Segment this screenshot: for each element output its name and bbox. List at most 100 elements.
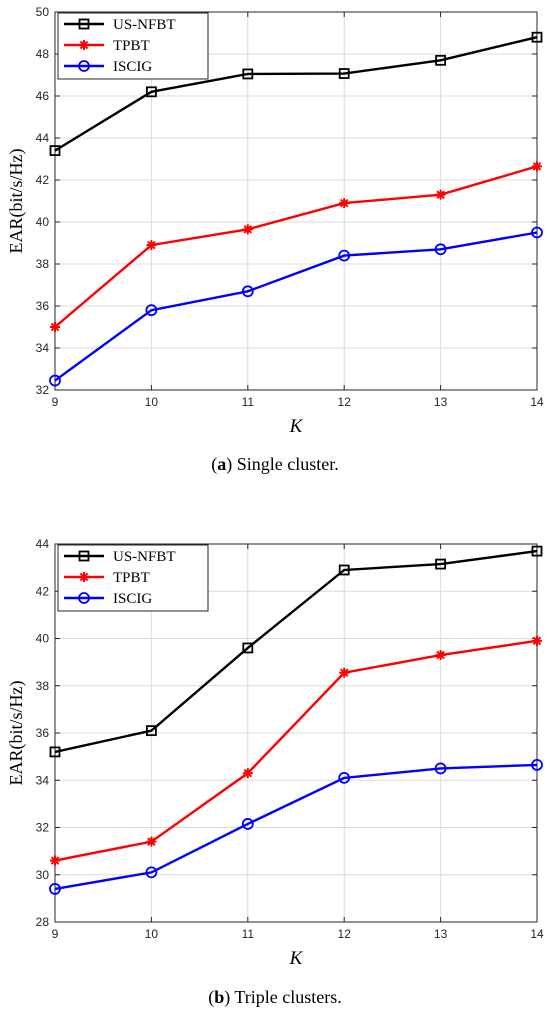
chart-a-data-point xyxy=(339,198,350,209)
chart-b-data-point xyxy=(435,650,446,661)
caption-letter: b xyxy=(214,987,224,1007)
chart-a-legend-marker xyxy=(78,60,90,72)
chart-a-data-point xyxy=(49,374,61,387)
chart-a-data-point xyxy=(435,189,446,200)
chart-b-ytick-label: 36 xyxy=(36,726,50,740)
caption-paren-open: ( xyxy=(208,987,214,1008)
chart-b-legend-marker xyxy=(78,592,90,604)
chart-a-data-point xyxy=(146,240,157,251)
chart-b-data-point xyxy=(145,866,158,879)
chart-panel-b: 9 10 11 12 13 14 28 30 32 34 36 38 40 42 44 K EAR(bit/s/… xyxy=(6,537,544,1008)
chart-b-data-point xyxy=(435,558,447,570)
chart-a-y-axis-label: EAR(bit/s/Hz) xyxy=(6,149,27,254)
chart-a-ytick-label: 38 xyxy=(36,257,50,271)
chart-a-plot-frame xyxy=(54,11,538,391)
chart-a-legend-label: US-NFBT xyxy=(113,17,176,33)
chart-b-legend-marker xyxy=(79,572,89,582)
chart-b-ytick-label: 34 xyxy=(36,773,50,787)
chart-a-ytick-label: 44 xyxy=(36,131,50,145)
chart-b-data-point xyxy=(339,667,350,678)
chart-b-ytick-label: 40 xyxy=(36,632,50,646)
chart-a-data-point xyxy=(338,68,350,79)
chart-b-xtick-label: 14 xyxy=(530,927,544,941)
chart-a-xtick-label: 9 xyxy=(52,395,59,409)
chart-a-data-point xyxy=(145,304,158,317)
chart-b-data-point xyxy=(241,818,254,830)
chart-b-legend-label: ISCIG xyxy=(113,591,152,607)
chart-a-series-iscig xyxy=(49,226,543,387)
caption-text: Triple clusters. xyxy=(234,987,341,1007)
chart-a-series-line xyxy=(54,36,538,152)
chart-b-series-tpbt xyxy=(50,635,542,866)
chart-b-legend-label: US-NFBT xyxy=(113,549,176,565)
chart-b-series-line xyxy=(54,763,538,891)
caption-paren-close: ) xyxy=(224,987,234,1008)
chart-a-xtick-label: 11 xyxy=(242,395,255,409)
chart-b-ytick-label: 42 xyxy=(36,584,50,598)
chart-a-legend-label: ISCIG xyxy=(113,59,152,75)
chart-a-xtick-label: 14 xyxy=(530,395,544,409)
chart-b-data-point xyxy=(50,855,60,866)
chart-a-data-point xyxy=(242,224,253,235)
caption-paren-close: ) xyxy=(226,454,237,475)
chart-a-caption: (a) Single cluster. xyxy=(211,454,339,475)
chart-b-data-point xyxy=(242,642,254,654)
chart-b-x-axis-label: K xyxy=(289,948,304,969)
chart-b-legend-marker xyxy=(78,550,90,562)
chart-a-data-point xyxy=(531,226,543,239)
caption-letter: a xyxy=(217,454,226,474)
chart-panel-a: 9 10 11 12 13 14 32 34 36 38 40 42 44 46 48 50 K EAR(bit/… xyxy=(6,5,544,475)
chart-a-data-point xyxy=(241,285,254,298)
chart-b-data-point xyxy=(532,635,542,646)
chart-b-plot-frame xyxy=(54,543,538,923)
chart-b-series-iscig xyxy=(49,758,543,895)
chart-a-data-point xyxy=(50,322,60,332)
chart-a-legend: US-NFBT TPBT ISCIG xyxy=(57,12,209,80)
chart-b-ytick-label: 44 xyxy=(36,537,50,551)
chart-b-ytick-label: 38 xyxy=(36,679,50,693)
chart-b-xtick-label: 9 xyxy=(52,927,59,941)
chart-a-series-us-nfbt xyxy=(49,31,543,157)
chart-b-xtick-label: 12 xyxy=(338,927,352,941)
chart-b-ytick-label: 30 xyxy=(36,868,50,882)
chart-a-x-axis-label: K xyxy=(289,416,304,437)
chart-a-data-point xyxy=(338,249,351,262)
chart-a-xtick-label: 12 xyxy=(338,395,352,409)
chart-b-data-point xyxy=(146,836,157,847)
chart-b-xtick-label: 13 xyxy=(434,927,448,941)
caption-text: Single cluster. xyxy=(237,454,339,474)
chart-b-series-line xyxy=(54,639,538,862)
chart-b-legend: US-NFBT TPBT ISCIG xyxy=(57,544,209,612)
chart-a-legend-marker xyxy=(79,40,89,50)
chart-a-series-tpbt xyxy=(50,161,542,332)
chart-b-caption: (b) Triple clusters. xyxy=(208,987,342,1008)
chart-a-data-point xyxy=(145,86,157,98)
chart-b-ytick-label: 32 xyxy=(36,821,50,835)
chart-b-data-point xyxy=(531,758,543,771)
chart-a-ytick-label: 34 xyxy=(36,341,50,355)
chart-a-legend-label: TPBT xyxy=(113,38,150,54)
chart-a-data-point xyxy=(435,54,447,66)
chart-b-data-point xyxy=(145,725,157,737)
chart-a-ytick-label: 40 xyxy=(36,215,50,229)
chart-b-data-point xyxy=(338,564,350,576)
chart-a-data-point xyxy=(531,31,543,43)
chart-a-series-line xyxy=(54,231,538,382)
chart-b-data-point xyxy=(434,762,447,775)
chart-a-ytick-label: 36 xyxy=(36,299,50,313)
chart-a-ytick-label: 48 xyxy=(36,47,50,61)
chart-a-series-line xyxy=(54,165,538,328)
chart-b-series-line xyxy=(54,549,538,754)
chart-a-xtick-label: 10 xyxy=(145,395,159,409)
chart-b-xtick-label: 11 xyxy=(242,927,255,941)
chart-b-legend-label: TPBT xyxy=(113,570,150,586)
chart-a-xtick-label: 13 xyxy=(434,395,448,409)
chart-a-ytick-label: 46 xyxy=(36,89,50,103)
chart-b-y-axis-label: EAR(bit/s/Hz) xyxy=(6,681,27,786)
chart-a-data-point xyxy=(242,68,254,80)
chart-a-ytick-label: 50 xyxy=(36,5,50,19)
chart-a-data-point xyxy=(532,161,542,172)
chart-b-data-point xyxy=(49,883,61,895)
chart-b-data-point xyxy=(531,545,543,557)
